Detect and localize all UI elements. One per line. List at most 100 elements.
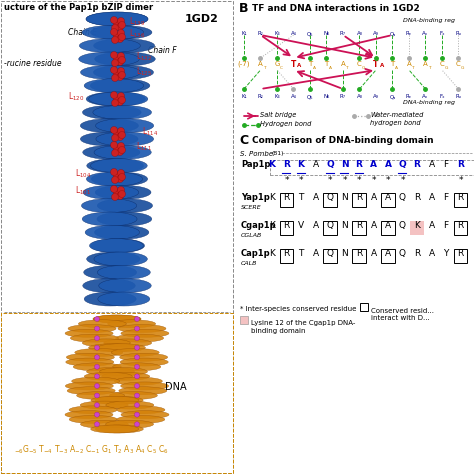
Circle shape	[113, 130, 120, 137]
Text: A: A	[385, 193, 391, 202]
Ellipse shape	[98, 292, 150, 306]
Circle shape	[118, 170, 125, 176]
Ellipse shape	[89, 344, 137, 352]
Ellipse shape	[77, 392, 125, 400]
Bar	[352, 249, 366, 263]
Text: R₇: R₇	[340, 94, 346, 99]
Circle shape	[94, 383, 100, 389]
Ellipse shape	[82, 212, 137, 226]
Text: T: T	[391, 61, 395, 67]
Text: R: R	[356, 221, 362, 230]
Ellipse shape	[81, 65, 141, 79]
Ellipse shape	[83, 146, 140, 159]
Circle shape	[113, 20, 120, 27]
Text: A: A	[395, 66, 398, 70]
Text: R: R	[283, 249, 290, 258]
Circle shape	[135, 412, 139, 417]
Text: R: R	[457, 249, 464, 258]
Text: T: T	[308, 61, 312, 67]
Circle shape	[111, 74, 118, 82]
Text: T: T	[291, 60, 296, 69]
Ellipse shape	[85, 225, 139, 239]
Text: *: *	[342, 176, 347, 185]
Circle shape	[118, 97, 126, 103]
Text: *: *	[299, 176, 303, 185]
Text: C: C	[439, 61, 444, 67]
Circle shape	[118, 29, 125, 36]
Text: A: A	[380, 63, 384, 68]
Text: SCERE: SCERE	[241, 205, 262, 210]
Text: R: R	[283, 193, 290, 202]
Circle shape	[135, 383, 139, 389]
Text: T: T	[298, 193, 304, 202]
Text: A: A	[384, 160, 392, 169]
Text: K: K	[269, 249, 275, 258]
Text: *: *	[371, 176, 376, 185]
Ellipse shape	[98, 344, 146, 352]
Ellipse shape	[95, 52, 155, 66]
Circle shape	[111, 36, 118, 44]
Ellipse shape	[102, 373, 150, 381]
Text: Pap1p: Pap1p	[241, 160, 270, 169]
Ellipse shape	[91, 425, 139, 433]
Ellipse shape	[93, 105, 152, 119]
Ellipse shape	[69, 406, 117, 414]
Ellipse shape	[84, 79, 144, 92]
Bar	[280, 249, 293, 263]
Ellipse shape	[119, 353, 168, 361]
Circle shape	[135, 345, 139, 350]
Circle shape	[110, 17, 118, 24]
Circle shape	[118, 21, 126, 28]
Text: R: R	[283, 160, 290, 169]
Text: Hydrogen bond: Hydrogen bond	[260, 121, 311, 127]
Text: ucture of the Pap1p bZIP dimer: ucture of the Pap1p bZIP dimer	[4, 3, 153, 12]
Text: Rₑ: Rₑ	[406, 94, 412, 99]
Circle shape	[118, 186, 125, 193]
Text: T: T	[374, 60, 379, 69]
Circle shape	[111, 135, 118, 142]
Circle shape	[117, 24, 124, 30]
Text: A: A	[428, 160, 435, 169]
Ellipse shape	[104, 339, 152, 347]
Text: K₁: K₁	[241, 94, 247, 99]
Text: R: R	[413, 160, 420, 169]
Circle shape	[94, 317, 100, 321]
Bar	[360, 303, 368, 311]
Text: L$_{\mathregular{114}}$: L$_{\mathregular{114}}$	[142, 126, 158, 138]
Circle shape	[113, 55, 120, 63]
Ellipse shape	[95, 396, 143, 404]
Ellipse shape	[91, 396, 139, 404]
Circle shape	[118, 143, 125, 149]
Text: *: *	[400, 176, 405, 185]
Text: A: A	[258, 61, 263, 67]
Text: CGLAB: CGLAB	[241, 233, 262, 238]
Bar	[1, 313, 233, 473]
Ellipse shape	[106, 420, 154, 428]
Circle shape	[110, 127, 118, 134]
Text: DNA-binding reg: DNA-binding reg	[403, 100, 455, 105]
Circle shape	[135, 326, 139, 331]
Text: T: T	[298, 249, 304, 258]
Text: A: A	[423, 61, 428, 67]
Text: L$_{\mathregular{125}}$: L$_{\mathregular{125}}$	[136, 66, 152, 78]
Text: Q₅: Q₅	[307, 31, 313, 36]
Text: G: G	[362, 66, 365, 70]
Text: N: N	[341, 249, 348, 258]
Text: N₆: N₆	[323, 94, 329, 99]
Text: R: R	[457, 160, 464, 169]
Bar	[454, 249, 467, 263]
Text: A: A	[312, 249, 319, 258]
Text: Fₓ: Fₓ	[439, 94, 445, 99]
Text: *: *	[328, 176, 332, 185]
Ellipse shape	[83, 279, 135, 292]
Text: L$_{\mathregular{132}}$: L$_{\mathregular{132}}$	[136, 51, 152, 63]
Text: R₇: R₇	[340, 31, 346, 36]
Text: Q: Q	[399, 193, 406, 202]
Bar	[270, 160, 474, 175]
Circle shape	[117, 36, 124, 43]
Ellipse shape	[86, 172, 143, 186]
Text: G: G	[445, 66, 448, 70]
Ellipse shape	[86, 12, 148, 26]
Text: 1GD2: 1GD2	[185, 14, 219, 24]
Circle shape	[118, 67, 125, 74]
